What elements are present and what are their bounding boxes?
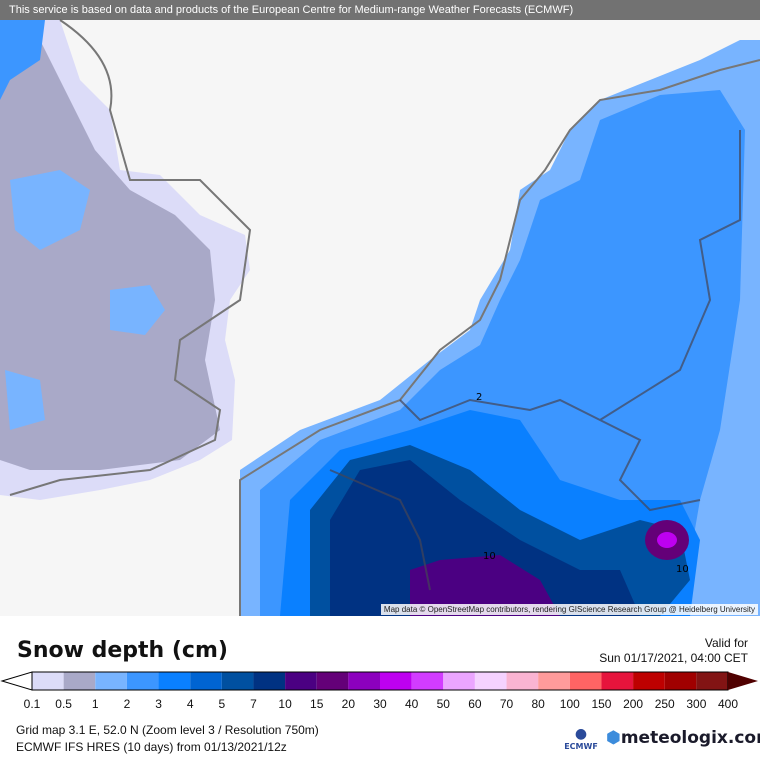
scale-label: 4 — [186, 697, 194, 711]
scale-label: 300 — [686, 697, 707, 711]
scale-label: 10 — [278, 697, 292, 711]
ecmwf-logo: ● ECMWF — [564, 726, 598, 751]
model-info: ECMWF IFS HRES (10 days) from 01/13/2021… — [16, 740, 287, 754]
scale-label: 1 — [91, 697, 99, 711]
scale-label: 0.5 — [55, 697, 72, 711]
scale-arrow-low — [0, 671, 33, 691]
scale-swatch — [601, 672, 634, 690]
scale-swatch — [348, 672, 380, 690]
color-scale-bar — [0, 671, 758, 691]
scale-swatch — [411, 672, 444, 690]
contour-label: 10 — [676, 564, 689, 575]
scale-swatch — [316, 672, 349, 690]
legend-title: Snow depth (cm) — [17, 638, 228, 663]
scale-swatch — [380, 672, 412, 690]
valid-datetime: Sun 01/17/2021, 04:00 CET — [599, 651, 748, 665]
scale-swatch — [253, 672, 286, 690]
scale-label: 70 — [499, 697, 514, 711]
valid-time: Valid for Sun 01/17/2021, 04:00 CET — [599, 636, 748, 666]
contour-label: 10 — [483, 551, 496, 562]
contour-label: 2 — [476, 392, 482, 403]
scale-swatch — [190, 672, 222, 690]
scale-label: 400 — [717, 697, 739, 711]
scale-label: 100 — [559, 697, 580, 711]
scale-label: 60 — [468, 697, 482, 711]
ecmwf-notice-banner: This service is based on data and produc… — [0, 0, 760, 20]
scale-label: 20 — [341, 697, 356, 711]
scale-swatch — [569, 672, 602, 690]
coastline-continent — [239, 59, 760, 616]
uk-snow-blue — [5, 170, 165, 430]
meteologix-icon: ⬢ — [606, 728, 621, 748]
scale-label: 250 — [654, 697, 675, 711]
scale-label: 15 — [310, 697, 324, 711]
scale-swatch — [443, 672, 475, 690]
scale-label: 150 — [591, 697, 612, 711]
snow-depth-map[interactable]: 2 10 10 — [0, 0, 760, 616]
scale-swatch — [221, 672, 254, 690]
valid-label: Valid for — [704, 636, 748, 650]
meteologix-logo[interactable]: ⬢meteologix.com — [606, 728, 760, 748]
scale-swatch — [633, 672, 665, 690]
scale-swatch — [474, 672, 507, 690]
scale-swatch — [506, 672, 539, 690]
coastline-uk — [9, 19, 252, 496]
scale-label: 80 — [531, 697, 545, 711]
scale-swatch — [63, 672, 96, 690]
country-borders — [329, 130, 741, 591]
scale-label: 30 — [373, 697, 387, 711]
continent-7 — [330, 460, 640, 616]
scale-label: 40 — [404, 697, 419, 711]
scale-label: 200 — [623, 697, 644, 711]
scale-swatch — [696, 672, 728, 690]
scale-swatch — [538, 672, 570, 690]
continent-10 — [410, 555, 560, 616]
scale-arrow-high — [728, 672, 758, 690]
map-attribution: Map data © OpenStreetMap contributors, r… — [380, 604, 758, 615]
scale-label: 0.1 — [23, 697, 41, 711]
scale-swatch — [664, 672, 697, 690]
uk-snow-darker — [0, 40, 220, 470]
scale-swatch — [32, 672, 64, 690]
scale-label: 5 — [218, 697, 226, 711]
scale-label: 2 — [123, 697, 131, 711]
scale-label: 7 — [250, 697, 257, 711]
scale-swatch — [158, 672, 191, 690]
scale-swatch — [126, 672, 159, 690]
grid-info: Grid map 3.1 E, 52.0 N (Zoom level 3 / R… — [16, 723, 319, 737]
scale-label: 3 — [155, 697, 162, 711]
scale-label: 50 — [436, 697, 450, 711]
peak-snow-core — [657, 532, 677, 548]
color-scale-labels: 0.1 0.5 1 2 3 4 5 7 10 15 20 30 40 50 60 70 80 100 150 200 2… — [0, 697, 760, 713]
scale-swatch — [285, 672, 317, 690]
scale-swatch — [95, 672, 127, 690]
uk-snow-blue-tl — [0, 20, 45, 100]
